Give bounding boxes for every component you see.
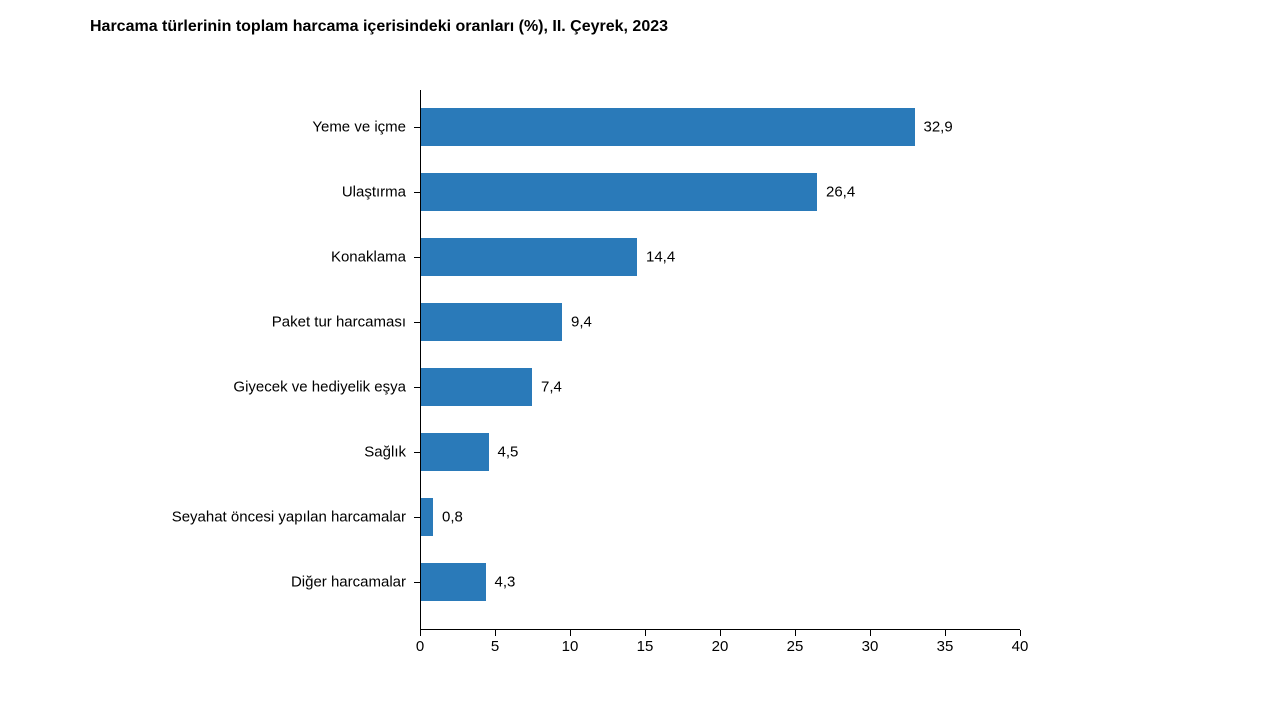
category-label: Giyecek ve hediyelik eşya xyxy=(233,379,406,396)
bar xyxy=(421,433,489,471)
x-tick xyxy=(495,630,496,636)
bar xyxy=(421,173,817,211)
x-tick xyxy=(645,630,646,636)
plot-area: Yeme ve içme32,9Ulaştırma26,4Konaklama14… xyxy=(420,90,1020,630)
category-label: Seyahat öncesi yapılan harcamalar xyxy=(172,509,406,526)
y-tick xyxy=(414,517,420,518)
y-tick xyxy=(414,582,420,583)
value-label: 0,8 xyxy=(442,509,463,526)
category-label: Konaklama xyxy=(331,249,406,266)
y-tick xyxy=(414,192,420,193)
value-label: 9,4 xyxy=(571,314,592,331)
bar xyxy=(421,563,486,601)
value-label: 4,3 xyxy=(495,574,516,591)
value-label: 26,4 xyxy=(826,184,855,201)
value-label: 32,9 xyxy=(924,119,953,136)
category-label: Sağlık xyxy=(364,444,406,461)
x-tick xyxy=(420,630,421,636)
x-tick-label: 35 xyxy=(937,638,954,655)
y-tick xyxy=(414,452,420,453)
bar xyxy=(421,238,637,276)
y-tick xyxy=(414,127,420,128)
bar xyxy=(421,368,532,406)
x-tick-label: 10 xyxy=(562,638,579,655)
value-label: 14,4 xyxy=(646,249,675,266)
x-tick-label: 0 xyxy=(416,638,424,655)
y-tick xyxy=(414,257,420,258)
x-tick-label: 25 xyxy=(787,638,804,655)
x-tick xyxy=(1020,630,1021,636)
value-label: 4,5 xyxy=(498,444,519,461)
category-label: Paket tur harcaması xyxy=(272,314,406,331)
x-tick xyxy=(945,630,946,636)
category-label: Yeme ve içme xyxy=(312,119,406,136)
category-label: Diğer harcamalar xyxy=(291,574,406,591)
x-tick-label: 20 xyxy=(712,638,729,655)
bar xyxy=(421,303,562,341)
category-label: Ulaştırma xyxy=(342,184,406,201)
x-tick-label: 15 xyxy=(637,638,654,655)
x-tick xyxy=(795,630,796,636)
x-tick-label: 5 xyxy=(491,638,499,655)
chart-title: Harcama türlerinin toplam harcama içeris… xyxy=(90,18,668,36)
x-tick xyxy=(720,630,721,636)
bar xyxy=(421,108,915,146)
x-tick-label: 40 xyxy=(1012,638,1029,655)
y-tick xyxy=(414,322,420,323)
y-tick xyxy=(414,387,420,388)
chart-container: Harcama türlerinin toplam harcama içeris… xyxy=(0,0,1280,720)
bar xyxy=(421,498,433,536)
x-tick xyxy=(870,630,871,636)
x-tick xyxy=(570,630,571,636)
x-tick-label: 30 xyxy=(862,638,879,655)
y-axis-line xyxy=(420,90,421,630)
value-label: 7,4 xyxy=(541,379,562,396)
